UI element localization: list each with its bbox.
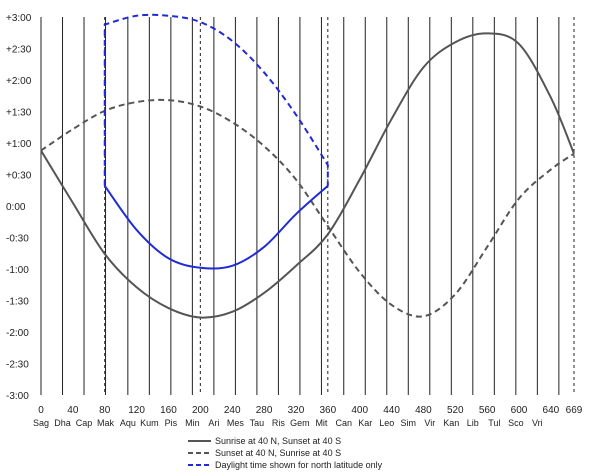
x-tick-label: 80 xyxy=(99,405,111,416)
series-line-2 xyxy=(40,98,575,318)
sign-label: Min xyxy=(185,418,200,428)
vertical-gridlines xyxy=(40,17,575,395)
x-tick-label: 480 xyxy=(415,405,432,416)
y-tick-label: +1:00 xyxy=(6,139,32,150)
sign-label: Vri xyxy=(532,418,543,428)
y-tick-label: +3:00 xyxy=(6,13,32,24)
series-lines xyxy=(40,13,575,319)
sign-label: Can xyxy=(335,418,352,428)
sign-label: Vir xyxy=(424,418,435,428)
sign-label: Tul xyxy=(488,418,500,428)
y-tick-label: -2:30 xyxy=(6,360,29,371)
sign-label: Sim xyxy=(401,418,417,428)
sign-label: Sco xyxy=(508,418,524,428)
x-tick-label: 640 xyxy=(543,405,560,416)
x-tick-label: 600 xyxy=(511,405,528,416)
x-tick-label: 200 xyxy=(192,405,209,416)
series-line-1 xyxy=(40,32,575,319)
sign-label: Mak xyxy=(97,418,115,428)
x-tick-label: 320 xyxy=(288,405,305,416)
y-tick-label: +2:00 xyxy=(6,76,32,87)
legend: Sunrise at 40 N, Sunset at 40 S Sunset at… xyxy=(188,436,383,470)
x-tick-label: 160 xyxy=(160,405,177,416)
sign-label: Tau xyxy=(250,418,265,428)
y-tick-label: -2:00 xyxy=(6,328,29,339)
y-tick-label: +1:30 xyxy=(6,108,32,119)
series-line-4 xyxy=(103,185,329,270)
x-tick-label: 360 xyxy=(319,405,336,416)
y-tick-label: -3:00 xyxy=(6,391,29,402)
y-tick-label: +2:30 xyxy=(6,45,32,56)
sign-label: Ris xyxy=(272,418,285,428)
sign-label: Sag xyxy=(33,418,49,428)
x-tick-label: 120 xyxy=(128,405,145,416)
sign-label: Ari xyxy=(208,418,219,428)
legend-label: Daylight time shown for north latitude o… xyxy=(215,460,383,470)
legend-label: Sunset at 40 N, Sunrise at 40 S xyxy=(215,448,341,458)
sign-label: Cap xyxy=(76,418,93,428)
y-axis-ticks: +3:00 +2:30 +2:00 +1:30 +1:00 +0:30 0:00 -0:30 -… xyxy=(6,13,32,402)
y-tick-label: +0:30 xyxy=(6,171,32,182)
series-line-3 xyxy=(103,13,329,186)
x-tick-label: 520 xyxy=(447,405,464,416)
sign-label: Lib xyxy=(467,418,479,428)
x-tick-label: 280 xyxy=(256,405,273,416)
x-tick-label: 560 xyxy=(479,405,496,416)
sign-label: Mes xyxy=(227,418,245,428)
sign-label: Mit xyxy=(315,418,327,428)
sign-label: Kar xyxy=(358,418,372,428)
sign-label: Dha xyxy=(54,418,71,428)
y-tick-label: -1:00 xyxy=(6,265,29,276)
sign-labels: Sag Dha Cap Mak Aqu Kum Pis Min Ari Mes Tau Ris Gem M… xyxy=(33,418,543,428)
y-tick-label: -0:30 xyxy=(6,234,29,245)
y-tick-label: -1:30 xyxy=(6,297,29,308)
sign-label: Leo xyxy=(379,418,394,428)
x-tick-label: 0 xyxy=(38,405,44,416)
x-tick-label: 240 xyxy=(224,405,241,416)
x-tick-label: 440 xyxy=(383,405,400,416)
x-tick-label: 40 xyxy=(67,405,79,416)
x-tick-label: 669 xyxy=(566,405,583,416)
sign-label: Aqu xyxy=(120,418,136,428)
x-axis-ticks: 0 40 80 120 160 200 240 280 320 360 400 440 480 520 56… xyxy=(38,405,583,416)
sign-label: Pis xyxy=(165,418,178,428)
y-tick-label: 0:00 xyxy=(6,202,26,213)
sign-label: Kan xyxy=(443,418,459,428)
x-tick-label: 400 xyxy=(351,405,368,416)
sign-label: Gem xyxy=(290,418,310,428)
legend-label: Sunrise at 40 N, Sunset at 40 S xyxy=(215,436,341,446)
sign-label: Kum xyxy=(140,418,159,428)
